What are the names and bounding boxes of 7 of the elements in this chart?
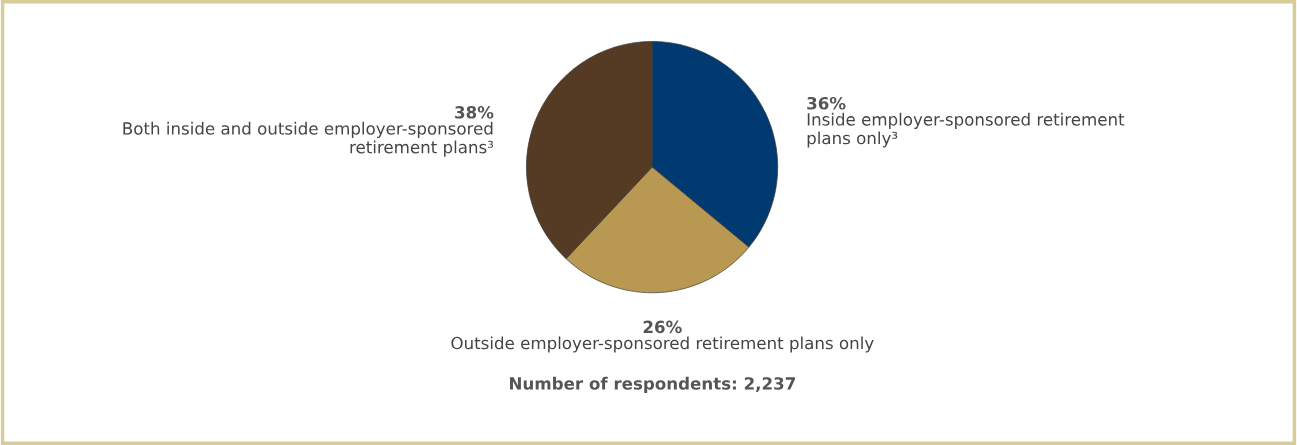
slice-label: Inside employer-sponsored retirement plans only³	[807, 112, 1125, 148]
data-label: 26%	[643, 320, 682, 334]
slice-label: Both inside and outside employer-sponsored retirement plans³	[123, 121, 494, 157]
text: Number of respondents: 2,237	[510, 376, 795, 393]
data-label: 36%	[807, 96, 846, 110]
data-label: 38%	[455, 106, 494, 119]
slice-label: Outside employer-sponsored retirement plans only	[451, 336, 874, 353]
